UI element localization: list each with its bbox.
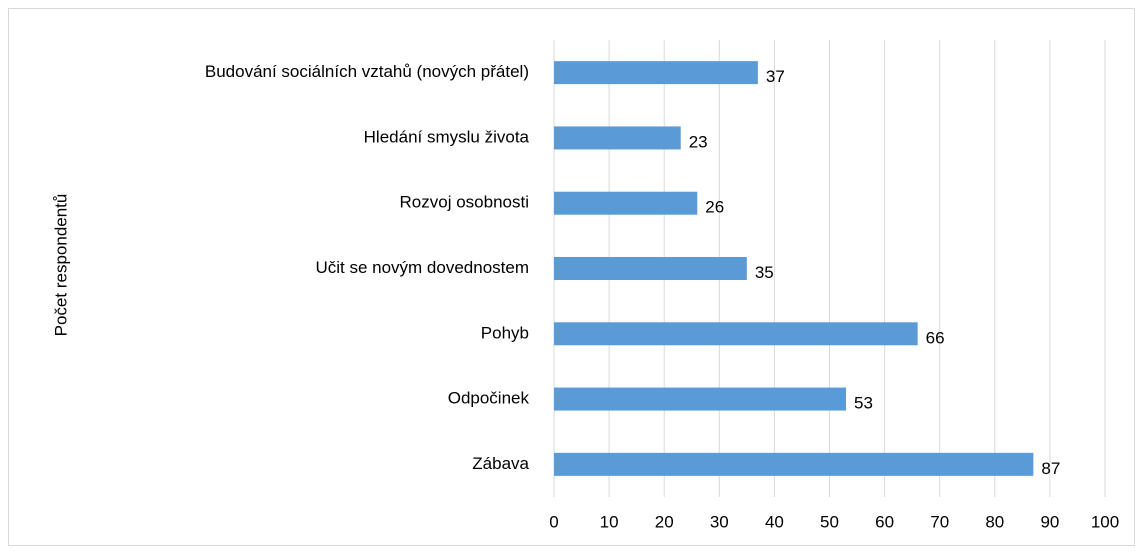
y-tick-label: Učit se novým dovednostem xyxy=(315,258,529,277)
x-tick-label: 10 xyxy=(600,512,619,531)
bar xyxy=(554,387,847,411)
y-tick-label: Rozvoj osobnosti xyxy=(400,193,529,212)
x-tick-label: 20 xyxy=(655,512,674,531)
bar xyxy=(554,257,747,280)
data-label: 53 xyxy=(854,394,873,413)
bar xyxy=(554,61,758,85)
x-tick-label: 90 xyxy=(1040,512,1059,531)
y-tick-label: Hledání smyslu života xyxy=(364,127,530,146)
bar xyxy=(554,322,918,346)
y-tick-label: Odpočinek xyxy=(448,389,530,408)
x-tick-label: 60 xyxy=(875,512,894,531)
data-label: 23 xyxy=(689,132,708,151)
x-tick-label: 40 xyxy=(765,512,784,531)
bar xyxy=(554,452,1034,476)
y-tick-label: Budování sociálních vztahů (nových přáte… xyxy=(205,62,529,81)
data-label: 26 xyxy=(705,198,724,217)
x-tick-label: 70 xyxy=(930,512,949,531)
x-tick-label: 50 xyxy=(820,512,839,531)
data-label: 35 xyxy=(755,263,774,282)
bar xyxy=(554,126,681,150)
y-tick-label: Pohyb xyxy=(481,323,529,342)
bar xyxy=(554,191,698,215)
x-tick-label: 100 xyxy=(1091,512,1119,531)
x-tick-label: 30 xyxy=(710,512,729,531)
y-tick-label: Zábava xyxy=(472,454,529,473)
x-tick-label: 0 xyxy=(549,512,558,531)
x-tick-label: 80 xyxy=(985,512,1004,531)
y-axis-label: Počet respondentů xyxy=(51,194,70,337)
data-label: 87 xyxy=(1041,459,1060,478)
data-label: 66 xyxy=(926,328,945,347)
data-label: 37 xyxy=(766,67,785,86)
